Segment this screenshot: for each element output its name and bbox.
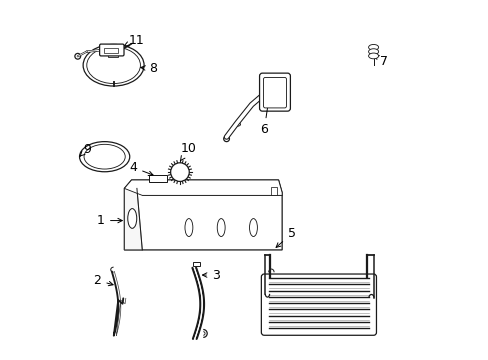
FancyBboxPatch shape bbox=[263, 77, 286, 108]
Circle shape bbox=[170, 163, 189, 181]
Ellipse shape bbox=[234, 123, 240, 126]
Ellipse shape bbox=[86, 47, 140, 84]
Ellipse shape bbox=[217, 219, 224, 237]
Ellipse shape bbox=[249, 219, 257, 237]
Text: 8: 8 bbox=[141, 62, 157, 75]
Polygon shape bbox=[124, 188, 142, 250]
Bar bbox=[193, 262, 199, 266]
Text: 9: 9 bbox=[80, 143, 90, 156]
Text: 6: 6 bbox=[260, 98, 270, 136]
Text: 4: 4 bbox=[129, 161, 153, 176]
Ellipse shape bbox=[83, 44, 144, 86]
FancyBboxPatch shape bbox=[259, 73, 290, 111]
Circle shape bbox=[223, 136, 229, 141]
Text: 10: 10 bbox=[180, 142, 197, 161]
Text: 1: 1 bbox=[97, 214, 122, 227]
Bar bbox=[108, 53, 118, 57]
Bar bbox=[271, 188, 276, 195]
Text: 7: 7 bbox=[374, 55, 387, 68]
Ellipse shape bbox=[80, 141, 129, 172]
Bar bbox=[103, 48, 118, 53]
Bar bbox=[149, 175, 167, 182]
Text: 2: 2 bbox=[93, 274, 113, 287]
Text: 3: 3 bbox=[202, 269, 219, 282]
Polygon shape bbox=[124, 180, 282, 195]
Polygon shape bbox=[124, 180, 282, 250]
Ellipse shape bbox=[84, 144, 125, 169]
Text: 11: 11 bbox=[123, 33, 144, 47]
Ellipse shape bbox=[184, 219, 192, 237]
Circle shape bbox=[75, 53, 81, 59]
FancyBboxPatch shape bbox=[261, 274, 376, 335]
Ellipse shape bbox=[368, 53, 378, 59]
Ellipse shape bbox=[368, 44, 378, 50]
Text: 5: 5 bbox=[276, 227, 295, 247]
Ellipse shape bbox=[368, 49, 378, 54]
FancyBboxPatch shape bbox=[100, 44, 124, 56]
Ellipse shape bbox=[127, 208, 137, 228]
